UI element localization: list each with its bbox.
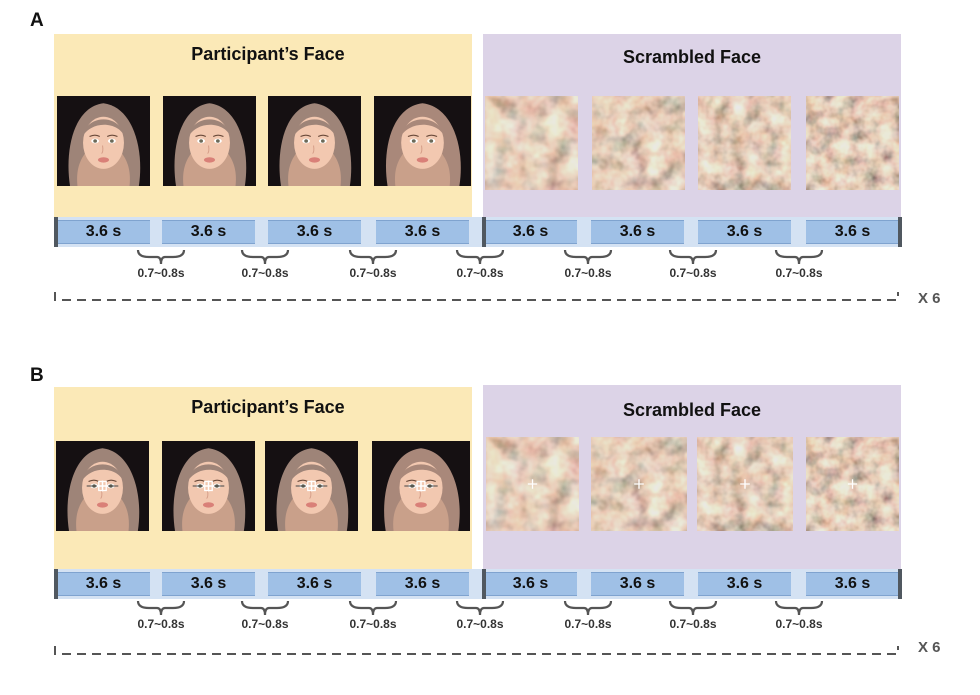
scrambled-face-image <box>697 437 793 531</box>
trial-duration-segment: 3.6 s <box>376 220 469 244</box>
isi-brace <box>563 600 613 616</box>
isi-label: 0.7~0.8s <box>241 617 289 631</box>
trial-duration-segment: 3.6 s <box>162 572 255 596</box>
trial-duration-segment: 3.6 s <box>484 220 577 244</box>
isi-label: 0.7~0.8s <box>669 266 717 280</box>
isi-label: 0.7~0.8s <box>456 266 504 280</box>
isi-label: 0.7~0.8s <box>349 617 397 631</box>
isi-label: 0.7~0.8s <box>137 617 185 631</box>
isi-brace <box>348 249 398 265</box>
participant-face-image <box>374 96 471 186</box>
scrambled-face-image <box>806 96 899 190</box>
trial-duration-segment: 3.6 s <box>268 572 361 596</box>
isi-label: 0.7~0.8s <box>564 617 612 631</box>
trial-duration-segment: 3.6 s <box>591 572 684 596</box>
isi-label: 0.7~0.8s <box>456 617 504 631</box>
trial-duration-segment: 3.6 s <box>484 572 577 596</box>
scrambled-face-image <box>591 437 687 531</box>
repeat-loop-line <box>54 292 899 301</box>
timeline: 3.6 s 3.6 s 3.6 s 3.6 s 3.6 s 3.6 s 3.6 s 3.6 s <box>54 569 902 599</box>
participant-face-image <box>372 441 470 531</box>
isi-brace <box>774 600 824 616</box>
trial-duration-segment: 3.6 s <box>698 572 791 596</box>
panel-label: A <box>30 10 44 31</box>
scrambled-face-title: Scrambled Face <box>622 400 762 420</box>
timeline-block-divider <box>482 217 486 247</box>
panel-a: A Participant’s Face Scrambled Face 3.6 … <box>0 0 980 340</box>
scrambled-face-image <box>592 96 685 190</box>
participant-face-title: Participant’s Face <box>191 44 345 64</box>
isi-brace <box>240 249 290 265</box>
scrambled-face-title: Scrambled Face <box>622 47 762 67</box>
isi-brace <box>455 249 505 265</box>
isi-label: 0.7~0.8s <box>137 266 185 280</box>
participant-face-title: Participant’s Face <box>191 397 345 417</box>
trial-duration-segment: 3.6 s <box>268 220 361 244</box>
isi-label: 0.7~0.8s <box>349 266 397 280</box>
isi-brace <box>240 600 290 616</box>
trial-duration-segment: 3.6 s <box>698 220 791 244</box>
scrambled-face-image <box>698 96 791 190</box>
isi-brace <box>136 249 186 265</box>
isi-brace <box>774 249 824 265</box>
trial-duration-segment: 3.6 s <box>806 220 899 244</box>
participant-face-image <box>265 441 358 531</box>
trial-duration-segment: 3.6 s <box>162 220 255 244</box>
trial-duration-segment: 3.6 s <box>806 572 899 596</box>
participant-face-image <box>162 441 255 531</box>
timeline-block-divider <box>482 569 486 599</box>
timeline-end-cap <box>898 217 902 247</box>
isi-brace <box>563 249 613 265</box>
scrambled-face-image <box>806 437 899 531</box>
repeat-count: X 6 <box>918 639 941 656</box>
trial-duration-segment: 3.6 s <box>591 220 684 244</box>
timeline: 3.6 s 3.6 s 3.6 s 3.6 s 3.6 s 3.6 s 3.6 s 3.6 s <box>54 217 902 247</box>
repeat-count: X 6 <box>918 290 941 307</box>
panel-label: B <box>30 365 44 386</box>
isi-brace <box>668 600 718 616</box>
participant-face-image <box>57 96 150 186</box>
isi-brace <box>455 600 505 616</box>
isi-brace <box>668 249 718 265</box>
timeline-start-cap <box>54 217 58 247</box>
isi-label: 0.7~0.8s <box>669 617 717 631</box>
isi-label: 0.7~0.8s <box>775 266 823 280</box>
timeline-start-cap <box>54 569 58 599</box>
participant-face-image <box>268 96 361 186</box>
repeat-loop-line <box>54 646 899 655</box>
trial-duration-segment: 3.6 s <box>57 220 150 244</box>
isi-label: 0.7~0.8s <box>564 266 612 280</box>
isi-label: 0.7~0.8s <box>775 617 823 631</box>
trial-duration-segment: 3.6 s <box>57 572 150 596</box>
timeline-end-cap <box>898 569 902 599</box>
isi-brace <box>136 600 186 616</box>
scrambled-face-image <box>485 96 578 190</box>
participant-face-image <box>56 441 149 531</box>
scrambled-face-image <box>486 437 579 531</box>
trial-duration-segment: 3.6 s <box>376 572 469 596</box>
panel-b: B Participant’s Face Scrambled Face 3.6 … <box>0 355 980 695</box>
participant-face-image <box>163 96 256 186</box>
isi-label: 0.7~0.8s <box>241 266 289 280</box>
isi-brace <box>348 600 398 616</box>
